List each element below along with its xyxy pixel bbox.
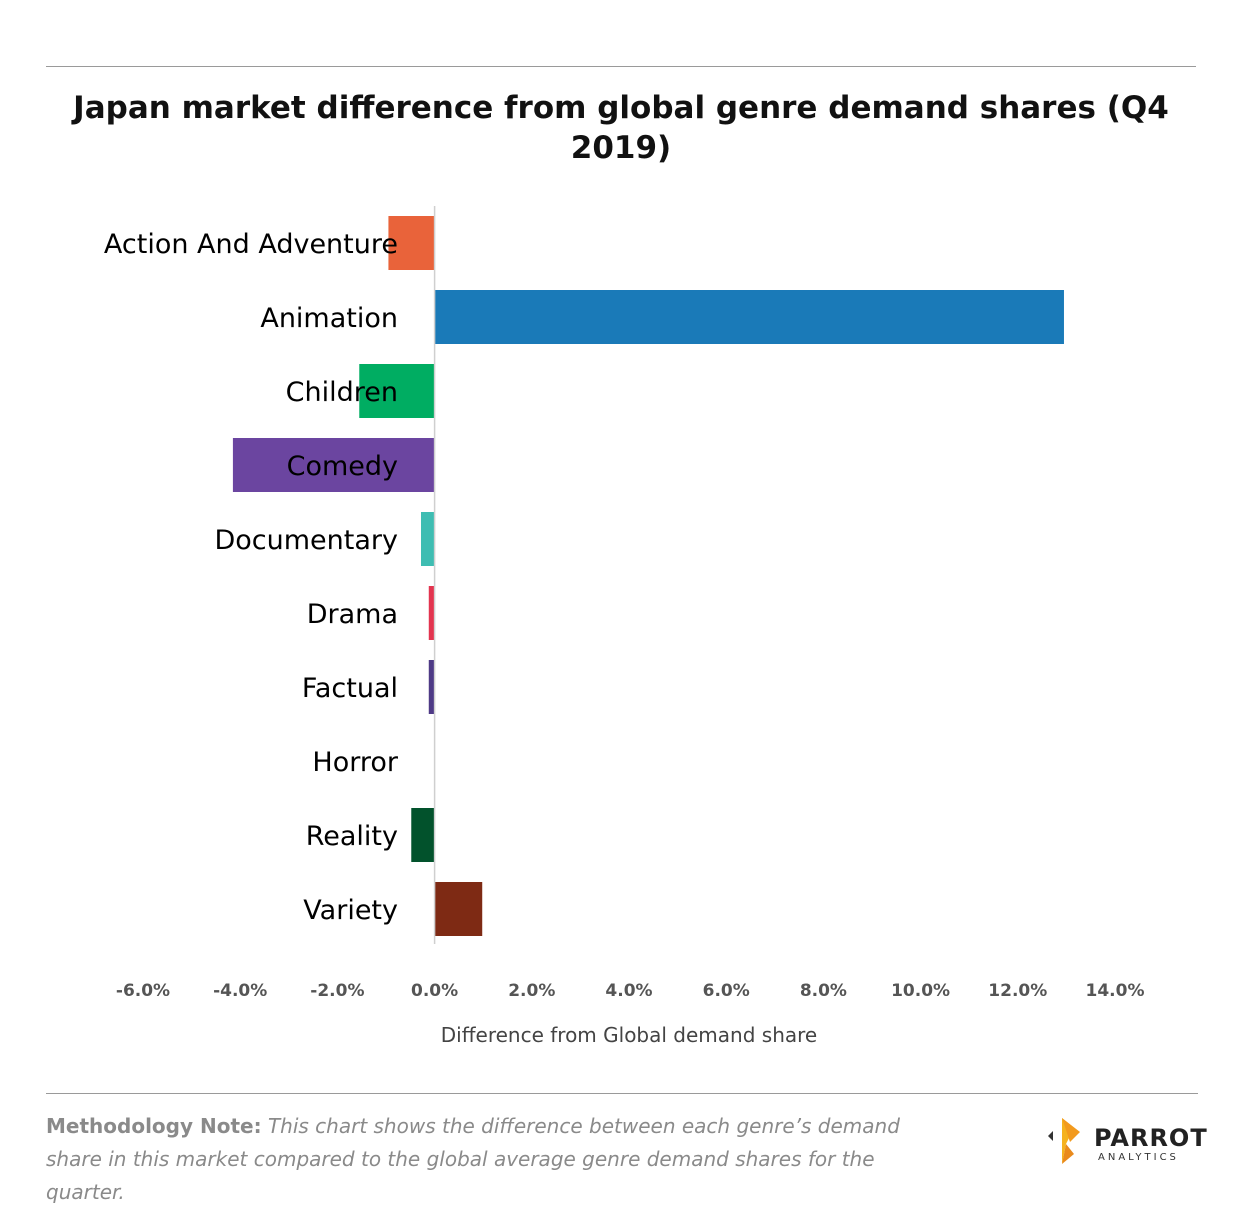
x-tick-label: 10.0% [891, 981, 950, 1001]
bar-children [359, 364, 435, 418]
x-tick-label: 4.0% [605, 981, 652, 1001]
methodology-body: This chart shows the difference between … [46, 1114, 900, 1204]
bar-variety [434, 882, 483, 936]
parrot-analytics-logo: PARROT ANALYTICS [1040, 1114, 1207, 1170]
category-label: Horror [312, 747, 398, 778]
category-label: Factual [302, 673, 398, 704]
logo-brand: PARROT [1094, 1124, 1208, 1152]
bar-animation [434, 290, 1064, 344]
x-axis-label: Difference from Global demand share [441, 1023, 817, 1047]
logo-subtitle: ANALYTICS [1098, 1152, 1179, 1163]
x-tick-label: 14.0% [1086, 981, 1145, 1001]
chart-title: Japan market difference from global genr… [73, 90, 1169, 166]
category-label: Drama [307, 599, 398, 630]
x-tick-label: 6.0% [703, 981, 750, 1001]
x-tick-label: 12.0% [988, 981, 1047, 1001]
category-label: Reality [306, 821, 398, 852]
x-tick-label: -2.0% [310, 981, 364, 1001]
category-label: Comedy [287, 451, 398, 482]
top-divider [46, 66, 1196, 67]
x-tick-label: 0.0% [411, 981, 458, 1001]
methodology-lead: Methodology Note: [46, 1114, 262, 1138]
x-tick-label: 2.0% [508, 981, 555, 1001]
bar-drama [428, 586, 435, 640]
bar-factual [428, 660, 435, 714]
bar-action-and-adventure [388, 216, 435, 270]
bar-chart: Action And Adventure Animation Children Com… [104, 206, 1145, 1047]
x-tick-label: -4.0% [213, 981, 267, 1001]
x-tick-label: -6.0% [116, 981, 170, 1001]
category-label: Action And Adventure [104, 229, 398, 260]
category-label: Variety [303, 895, 398, 926]
category-label: Children [286, 377, 398, 408]
x-tick-label: 8.0% [800, 981, 847, 1001]
parrot-logo-icon [1048, 1118, 1080, 1164]
category-label: Documentary [214, 525, 398, 556]
methodology-note: Methodology Note: This chart shows the d… [46, 1110, 926, 1209]
bar-comedy [232, 438, 435, 492]
bottom-divider [46, 1093, 1198, 1094]
bar-documentary [420, 512, 435, 566]
category-label: Animation [260, 303, 398, 334]
bar-reality [411, 808, 435, 862]
